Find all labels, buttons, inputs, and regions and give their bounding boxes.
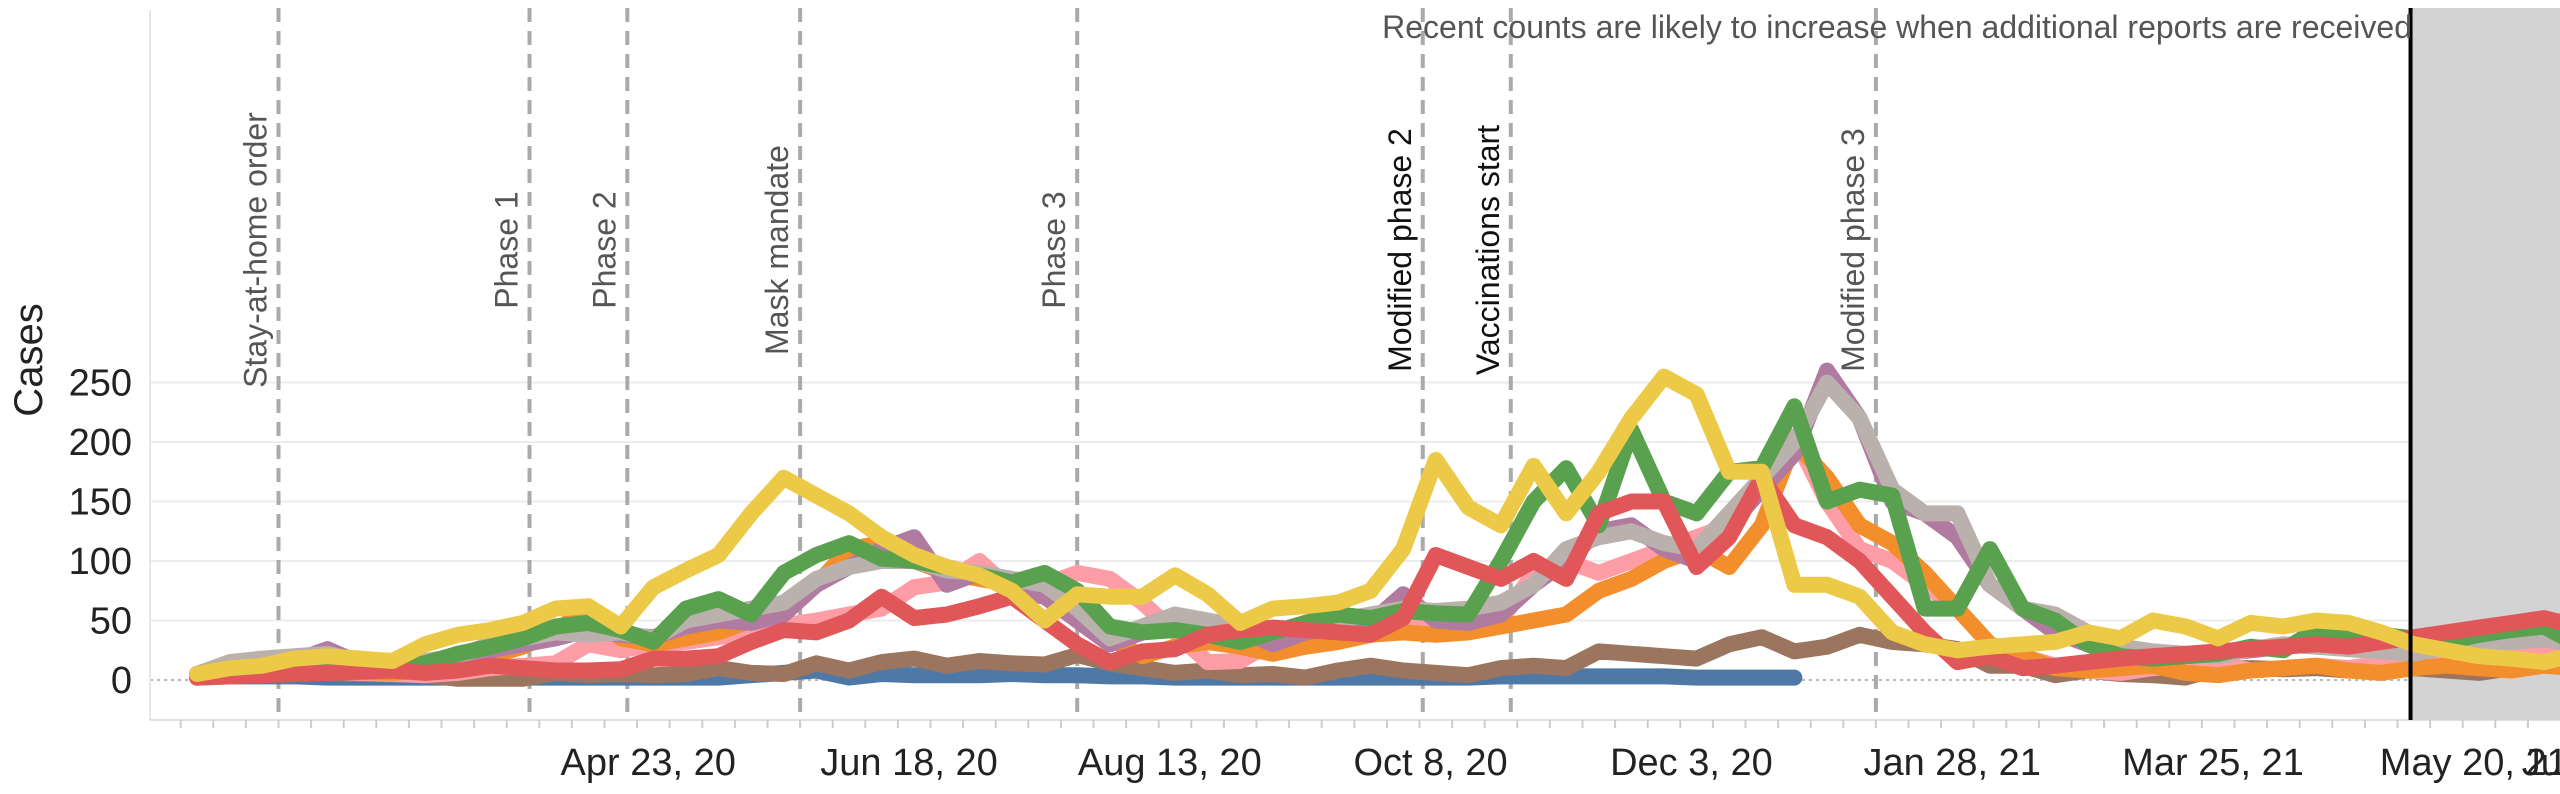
y-tick-label: 0: [111, 660, 132, 702]
event-label: Mask mandate: [759, 145, 795, 355]
series-red-line: [189, 469, 2560, 686]
series-yellow-line: [189, 368, 2560, 682]
x-tick-label: Mar 25, 21: [2122, 742, 2304, 784]
x-tick-label: Jun 18, 20: [820, 742, 997, 784]
y-axis-title: Cases: [7, 303, 51, 416]
event-label: Phase 3: [1036, 191, 1072, 308]
event-label: Phase 2: [586, 191, 622, 308]
series-brown-line: [189, 626, 2560, 687]
event-label: Modified phase 2: [1382, 128, 1418, 372]
event-label: Stay-at-home order: [238, 112, 274, 388]
series-green-line: [189, 398, 2560, 682]
event-label: Modified phase 3: [1835, 128, 1871, 372]
y-tick-label: 150: [69, 482, 132, 524]
incomplete-data-region: [2410, 8, 2560, 720]
y-tick-label: 100: [69, 541, 132, 583]
series-orange-line: [189, 434, 2560, 685]
event-markers: Stay-at-home order Phase 1 Phase 2 Mask man…: [238, 8, 1878, 720]
x-tick-label: Dec 3, 20: [1610, 742, 1773, 784]
axes: 0 50 100 150 200 250 Apr 23, 20 Jun 18, 20 Aug 1…: [69, 363, 2560, 785]
x-tick-label: Jul 15, 21: [2522, 742, 2560, 784]
data-lag-note: Recent counts are likely to increase whe…: [1382, 9, 2412, 45]
event-label: Vaccinations start: [1470, 125, 1506, 375]
x-tick-label: Oct 8, 20: [1353, 742, 1507, 784]
x-tick-label: May 20, 21: [2380, 742, 2560, 784]
x-tick-label: Jan 28, 21: [1863, 742, 2040, 784]
y-tick-label: 250: [69, 363, 132, 405]
event-label: Phase 1: [489, 191, 525, 308]
series-lines: [189, 362, 2560, 687]
x-tick-label: Apr 23, 20: [561, 742, 736, 784]
y-tick-label: 200: [69, 422, 132, 464]
y-tick-label: 50: [90, 601, 132, 643]
x-tick-label: Aug 13, 20: [1078, 742, 1262, 784]
